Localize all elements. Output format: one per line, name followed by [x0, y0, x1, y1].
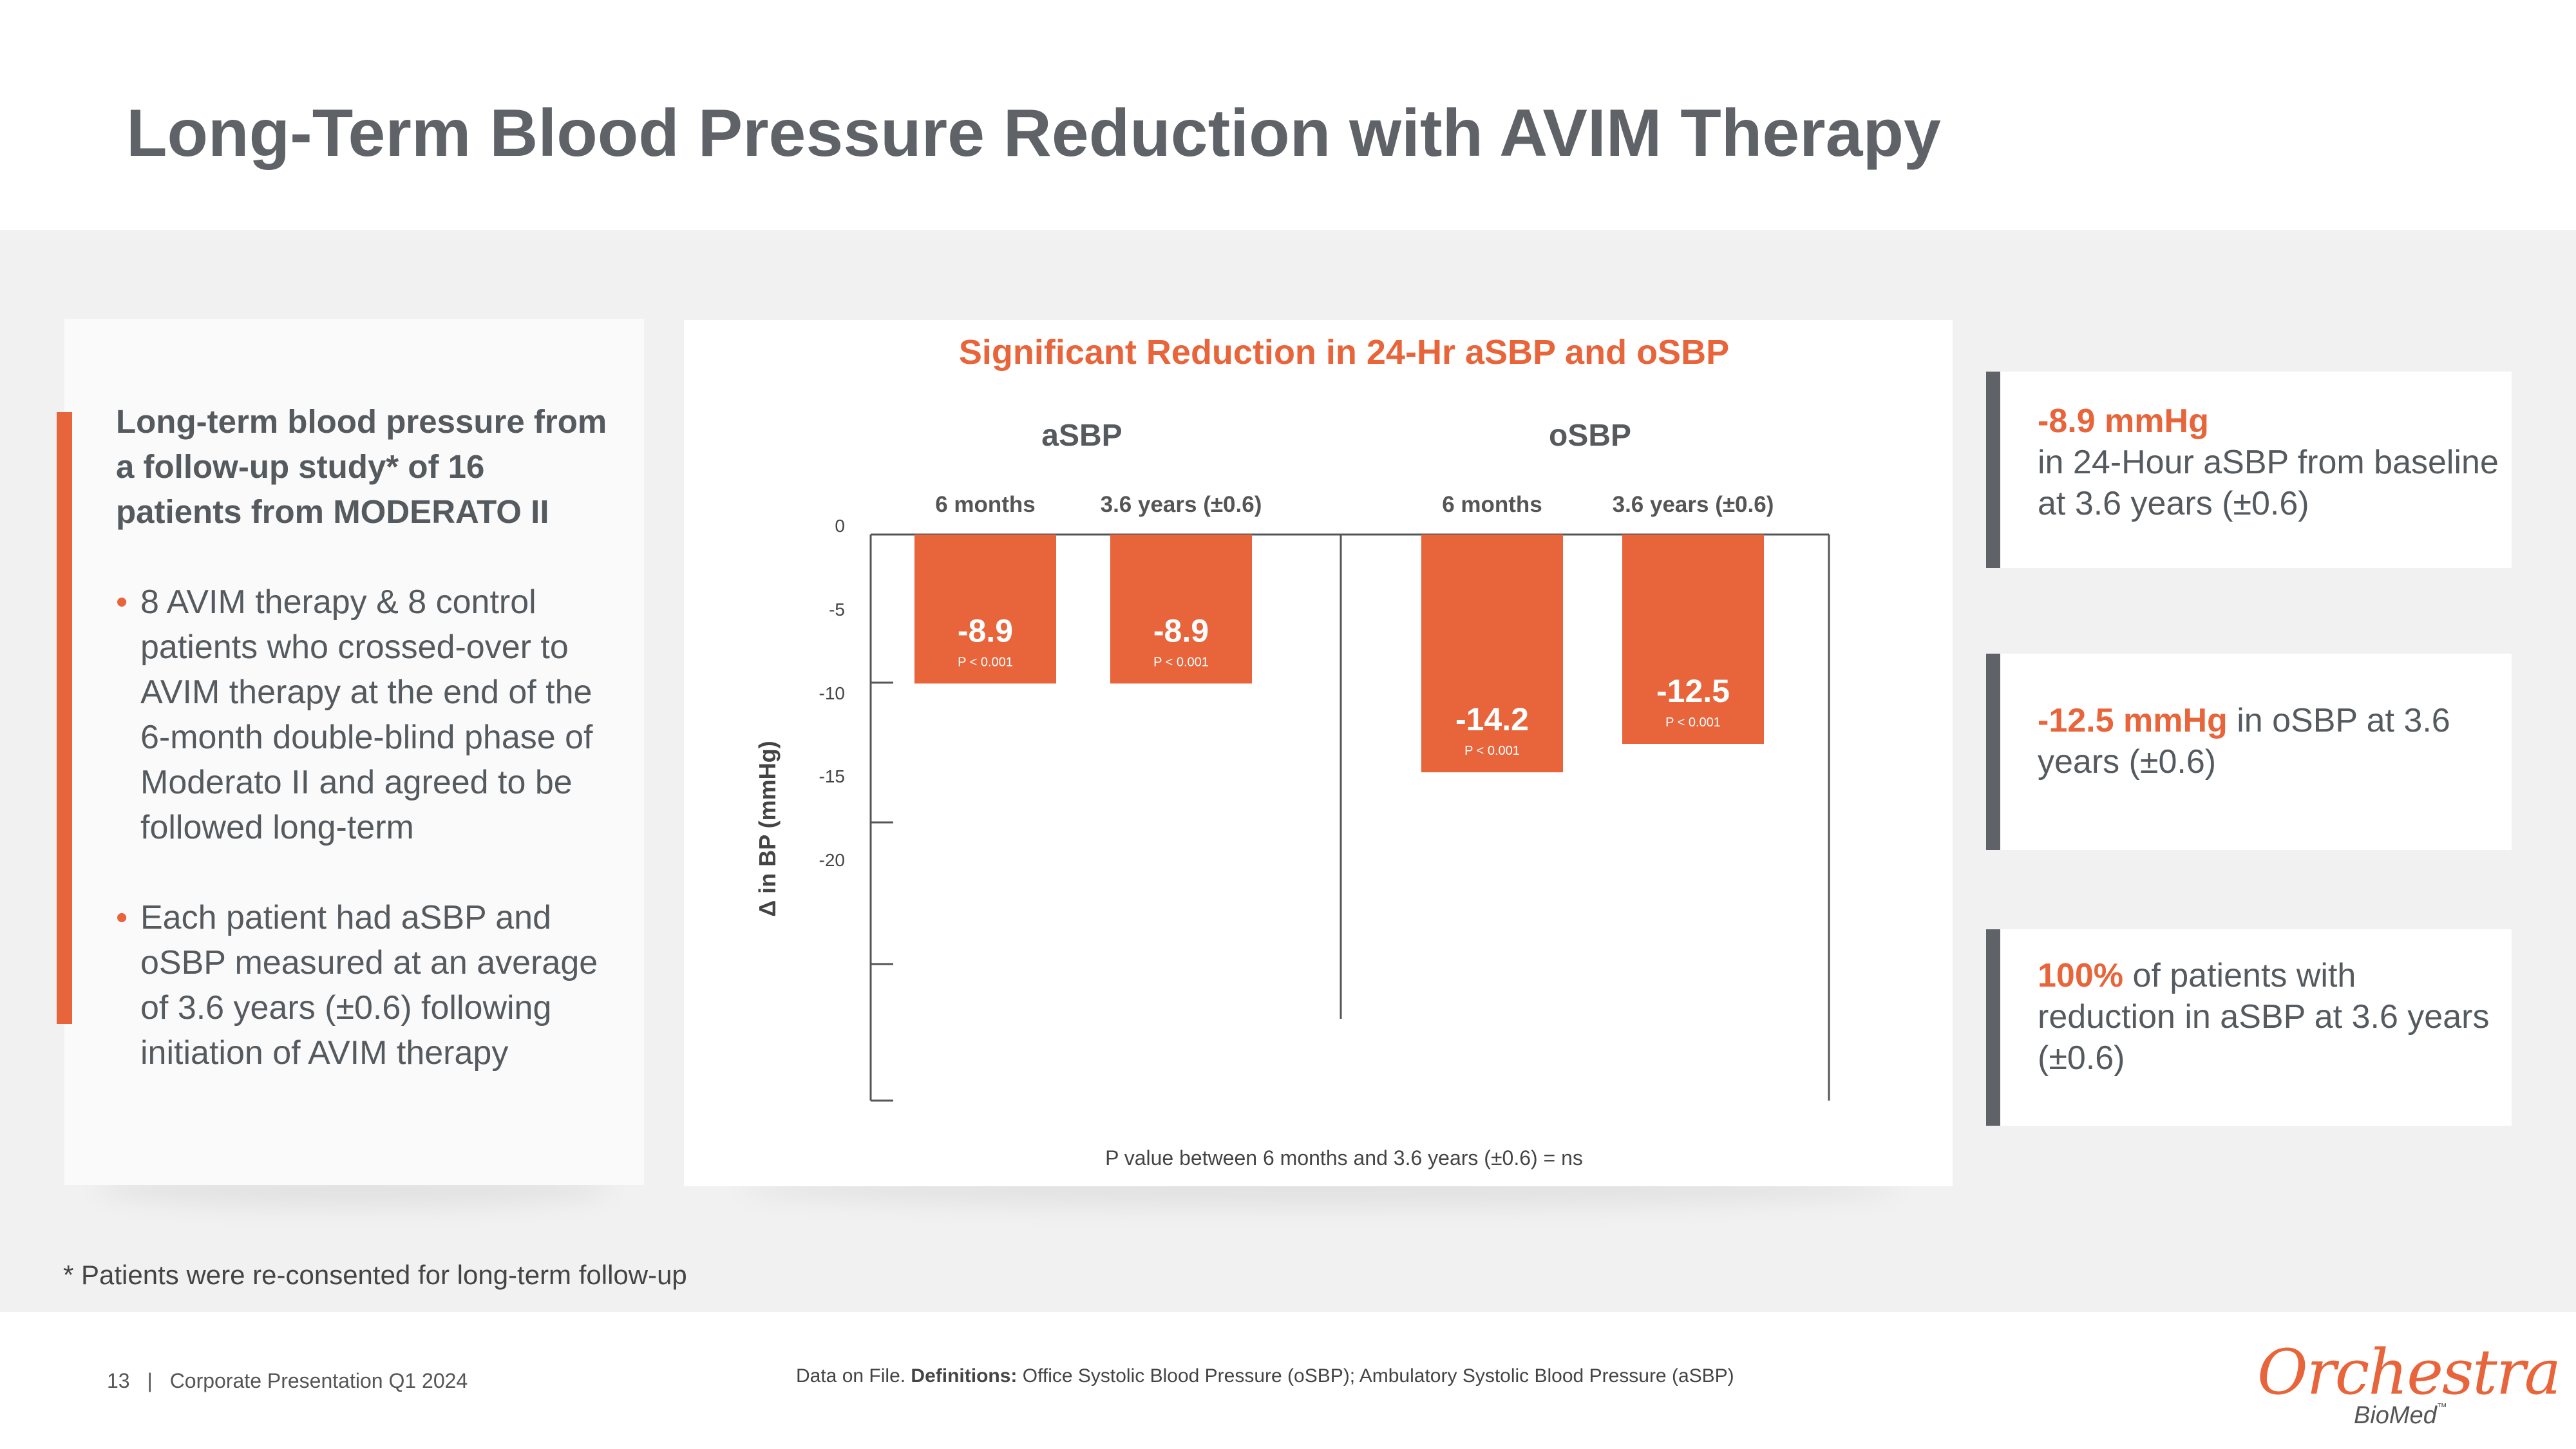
bar-p-value: P < 0.001: [958, 655, 1013, 669]
bullet-text: 8 AVIM therapy & 8 control patients who …: [140, 583, 593, 846]
bar-period-label: 6 months: [1442, 492, 1542, 517]
stat-card-osbp: -12.5 mmHg in oSBP at 3.6 years (±0.6): [1986, 654, 2512, 850]
logo-wordmark: Orchestra: [2257, 1336, 2561, 1408]
y-tick-label: -10: [819, 683, 845, 703]
y-axis-label: Δ in BP (mmHg): [754, 741, 781, 916]
bar-p-value: P < 0.001: [1665, 715, 1721, 730]
stat-description: of patients with reduction in aSBP at 3.…: [2038, 957, 2490, 1077]
stat-card-patients: 100% of patients with reduction in aSBP …: [1986, 929, 2512, 1126]
bar-chart: Significant Reduction in 24-Hr aSBP and …: [754, 333, 1830, 1170]
bullet-dot: •: [116, 899, 128, 936]
footnote: * Patients were re-consented for long-te…: [63, 1260, 687, 1290]
bar-p-value: P < 0.001: [1464, 744, 1520, 758]
slide-title: Long-Term Blood Pressure Reduction with …: [126, 96, 1941, 171]
bullet-list: • 8 AVIM therapy & 8 control patients wh…: [116, 580, 631, 1121]
stat-highlight: -8.9 mmHg: [2038, 402, 2209, 440]
bar-value-label: -12.5: [1656, 673, 1730, 709]
bullet-dot: •: [116, 583, 128, 621]
logo-subtitle: BioMed™: [2354, 1402, 2447, 1430]
bar: [1421, 535, 1563, 773]
y-tick-label: -20: [819, 850, 845, 870]
bar-p-value: P < 0.001: [1153, 655, 1209, 669]
bullet-text: Each patient had aSBP and oSBP measured …: [140, 899, 598, 1072]
y-tick-label: 0: [835, 516, 845, 536]
y-tick-label: -15: [819, 766, 845, 786]
stat-card-asbp: -8.9 mmHg in 24-Hour aSBP from baseline a…: [1986, 372, 2512, 568]
bar-value-label: -8.9: [958, 612, 1013, 649]
chart-note: P value between 6 months and 3.6 years (…: [1105, 1146, 1583, 1170]
bar-value-label: -8.9: [1153, 612, 1209, 649]
logo-tm: ™: [2436, 1402, 2447, 1413]
footer-definitions: Data on File. Definitions: Office Systol…: [796, 1365, 1734, 1387]
orchestra-biomed-logo: Orchestra BioMed™: [2257, 1336, 2561, 1429]
y-tick-label: -5: [829, 600, 845, 620]
group-label-osbp: oSBP: [1549, 419, 1631, 453]
left-panel-heading: Long-term blood pressure from a follow-u…: [116, 403, 607, 530]
bar: [1622, 535, 1764, 744]
stat-text: 100% of patients with reduction in aSBP …: [2038, 955, 2501, 1079]
chart-title: Significant Reduction in 24-Hr aSBP and …: [959, 333, 1729, 372]
stat-accent-bar: [1986, 654, 2000, 850]
chart-panel: Significant Reduction in 24-Hr aSBP and …: [684, 320, 1953, 1186]
footer-separator: |: [147, 1369, 153, 1392]
stat-description: in 24-Hour aSBP from baseline at 3.6 yea…: [2038, 444, 2499, 522]
page-number: 13: [107, 1369, 130, 1392]
group-label-asbp: aSBP: [1041, 419, 1122, 453]
data-note: Data on File.: [796, 1365, 911, 1387]
left-panel: [64, 319, 644, 1185]
stat-highlight: 100%: [2038, 957, 2123, 994]
definitions-label: Definitions:: [911, 1365, 1018, 1387]
list-item: • Each patient had aSBP and oSBP measure…: [116, 895, 631, 1075]
stat-description: in oSBP at 3.6 years (±0.6): [2038, 702, 2450, 781]
stat-text: -12.5 mmHg in oSBP at 3.6 years (±0.6): [2038, 700, 2501, 782]
stat-text: -8.9 mmHg in 24-Hour aSBP from baseline a…: [2038, 401, 2501, 524]
stat-accent-bar: [1986, 372, 2000, 568]
logo-sub: BioMed: [2354, 1402, 2437, 1429]
stat-highlight: -12.5 mmHg: [2038, 702, 2228, 739]
bar-period-label: 3.6 years (±0.6): [1613, 492, 1774, 517]
definitions-text: Office Systolic Blood Pressure (oSBP); A…: [1017, 1365, 1734, 1387]
deck-name: Corporate Presentation Q1 2024: [169, 1369, 468, 1392]
bar-value-label: -14.2: [1455, 701, 1529, 737]
bar-period-label: 3.6 years (±0.6): [1101, 492, 1262, 517]
left-accent-bar: [57, 412, 72, 1024]
bar: [1110, 535, 1252, 684]
stat-accent-bar: [1986, 929, 2000, 1126]
bar-period-label: 6 months: [935, 492, 1036, 517]
list-item: • 8 AVIM therapy & 8 control patients wh…: [116, 580, 631, 850]
footer-page-info: 13 | Corporate Presentation Q1 2024: [107, 1369, 468, 1393]
bar: [914, 535, 1056, 684]
